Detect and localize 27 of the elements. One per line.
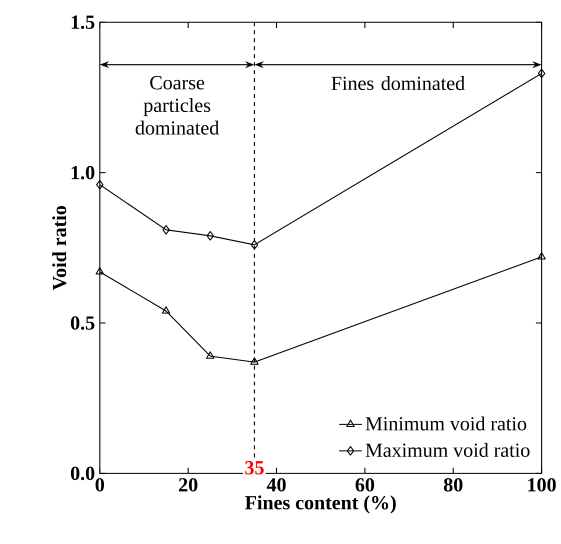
point	[96, 180, 104, 190]
y-tick-label: 0.0	[70, 466, 94, 480]
annotation: Coarse particles dominated	[136, 76, 220, 135]
annotation: Fines dominated	[332, 76, 465, 90]
x-tick-label: 40	[266, 478, 286, 492]
point	[250, 240, 258, 250]
point	[162, 225, 170, 235]
x-tick-label: 100	[528, 478, 556, 492]
legend-label: Maximum void ratio	[366, 442, 530, 458]
point	[538, 68, 546, 78]
y-tick-label: 1.0	[72, 166, 94, 180]
legend-label: Minimum void ratio	[366, 416, 526, 431]
y-tick-label: 1.5	[72, 16, 94, 30]
ref-line-label: 35	[245, 461, 264, 474]
point	[537, 252, 546, 260]
point	[206, 351, 214, 359]
point	[250, 357, 259, 365]
x-axis-title: Fines content (%)	[245, 495, 396, 514]
point	[206, 231, 214, 241]
point	[96, 267, 104, 275]
x-tick-label: 80	[444, 478, 462, 492]
y-tick-label: 0.5	[70, 316, 94, 330]
x-tick-label: 20	[179, 478, 198, 492]
y-axis-title: Void ratio	[52, 206, 66, 290]
x-tick-label: 60	[356, 478, 374, 492]
point	[162, 306, 170, 314]
x-tick-label: 0	[96, 478, 104, 492]
